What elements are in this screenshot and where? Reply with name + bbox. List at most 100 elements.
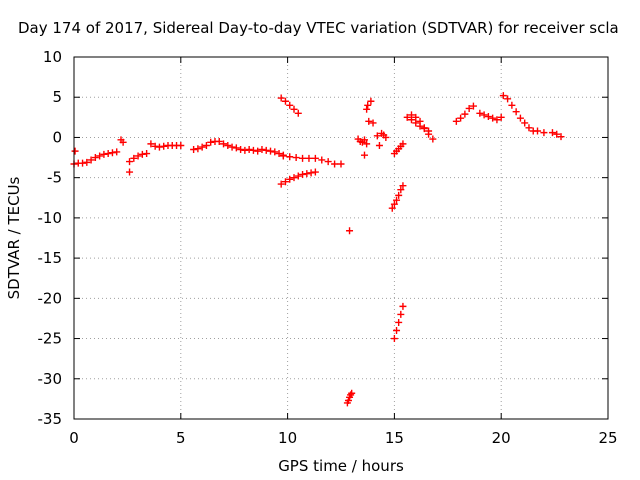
- data-point: [134, 152, 142, 160]
- series-arc-23: [452, 102, 477, 125]
- data-point: [548, 129, 556, 137]
- series-arc-04: [126, 150, 151, 166]
- data-point: [202, 141, 210, 149]
- data-point: [119, 138, 127, 146]
- data-point: [294, 172, 302, 180]
- y-tick-label: -15: [38, 249, 63, 267]
- data-point: [499, 92, 507, 100]
- data-point: [241, 146, 249, 154]
- data-point: [311, 168, 319, 176]
- series-arc-14: [360, 151, 368, 159]
- data-point: [397, 310, 405, 318]
- x-tick-label: 20: [492, 429, 511, 447]
- data-point: [347, 391, 355, 399]
- data-point: [299, 170, 307, 178]
- data-point: [484, 113, 492, 121]
- data-point: [207, 138, 215, 146]
- data-point: [516, 114, 524, 122]
- data-point: [397, 186, 405, 194]
- grid-lines: [74, 57, 608, 419]
- data-point: [281, 97, 289, 105]
- data-point: [369, 119, 377, 127]
- data-point: [480, 111, 488, 119]
- data-point: [457, 114, 465, 122]
- series-arc-01: [70, 148, 121, 168]
- data-point: [160, 142, 168, 150]
- series-arc-05: [126, 168, 134, 176]
- series-arc-22: [407, 116, 433, 135]
- data-point: [452, 117, 460, 125]
- data-point: [403, 113, 411, 121]
- data-point: [363, 105, 371, 113]
- data-point: [194, 145, 202, 153]
- series-arc-11: [346, 227, 354, 235]
- data-point: [346, 227, 354, 235]
- data-point: [469, 102, 477, 110]
- data-point: [275, 150, 283, 158]
- data-point: [497, 113, 505, 121]
- series-arc-20: [390, 302, 407, 343]
- y-tick-label: 0: [52, 128, 62, 146]
- data-point: [96, 152, 104, 160]
- data-point: [147, 140, 155, 148]
- data-point: [540, 129, 548, 137]
- series-arc-13: [354, 135, 371, 148]
- data-point: [461, 110, 469, 118]
- data-point: [521, 119, 529, 127]
- data-point: [365, 117, 373, 125]
- y-tick-label: 10: [43, 48, 62, 66]
- data-point: [395, 191, 403, 199]
- data-point: [290, 105, 298, 113]
- data-point: [307, 169, 315, 177]
- data-point: [87, 156, 95, 164]
- data-point: [224, 141, 232, 149]
- data-point: [104, 150, 112, 158]
- data-point: [399, 140, 407, 148]
- series-arc-03: [117, 136, 127, 146]
- data-point: [412, 119, 420, 127]
- data-point: [553, 130, 561, 138]
- x-tick-label: 5: [176, 429, 186, 447]
- data-point: [364, 101, 372, 109]
- chart-title: Day 174 of 2017, Sidereal Day-to-day VTE…: [18, 19, 619, 37]
- data-point: [425, 127, 433, 135]
- data-point: [155, 143, 163, 151]
- data-point: [399, 182, 407, 190]
- data-point: [71, 147, 79, 155]
- plot-frame: [73, 56, 609, 420]
- x-tick-label: 10: [278, 429, 297, 447]
- data-point: [305, 154, 313, 162]
- data-point: [138, 150, 146, 158]
- data-point: [373, 132, 381, 140]
- x-tick-label: 15: [385, 429, 404, 447]
- data-point: [126, 168, 134, 176]
- data-point: [388, 204, 396, 212]
- data-point: [83, 158, 91, 166]
- data-point: [177, 141, 185, 149]
- y-tick-label: -10: [38, 209, 63, 227]
- data-point: [100, 150, 108, 158]
- data-point: [318, 156, 326, 164]
- data-point: [79, 159, 87, 167]
- data-point: [429, 135, 437, 143]
- data-point: [360, 151, 368, 159]
- series-arc-16: [373, 129, 390, 141]
- data-point: [286, 175, 294, 183]
- data-point: [277, 94, 285, 102]
- data-point: [228, 143, 236, 151]
- series-arc-27: [548, 129, 565, 141]
- y-tick-label: -5: [47, 169, 62, 187]
- data-point: [311, 154, 319, 162]
- data-point: [143, 150, 151, 158]
- data-point: [416, 122, 424, 130]
- series-arc-25: [499, 92, 542, 135]
- data-point: [245, 146, 253, 154]
- data-point: [249, 146, 257, 154]
- data-point: [108, 149, 116, 157]
- data-point: [91, 154, 99, 162]
- series-arc-12: [343, 389, 356, 407]
- data-point: [286, 153, 294, 161]
- data-point: [360, 136, 368, 144]
- data-point: [493, 116, 501, 124]
- data-point: [395, 318, 403, 326]
